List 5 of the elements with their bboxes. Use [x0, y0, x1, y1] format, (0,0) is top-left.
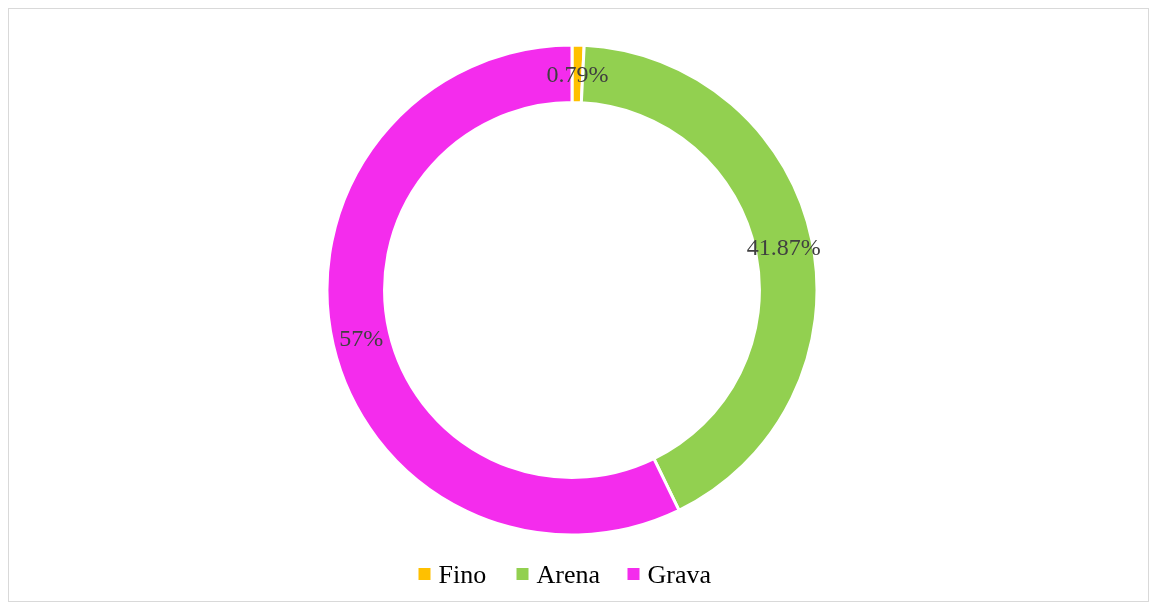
data-label: 0.79% [546, 60, 609, 87]
legend-label: Arena [536, 559, 601, 589]
data-label: 57% [339, 325, 384, 352]
legend-label: Fino [438, 559, 487, 589]
legend-label: Grava [647, 559, 712, 589]
